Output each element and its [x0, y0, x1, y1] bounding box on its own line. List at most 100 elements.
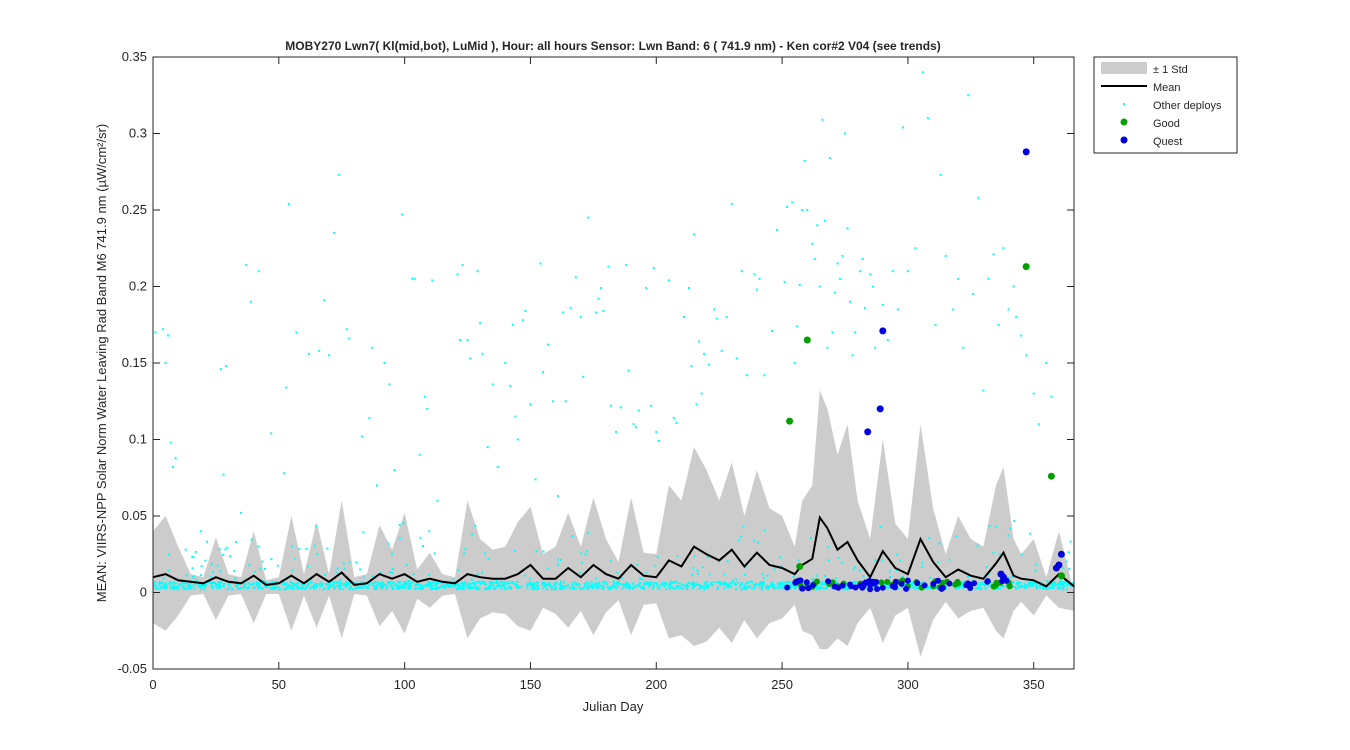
other-deploy-point — [658, 588, 661, 591]
other-deploy-point — [645, 571, 648, 574]
other-deploy-point — [735, 578, 738, 581]
other-deploy-point — [324, 587, 327, 590]
other-deploy-point — [729, 582, 732, 585]
other-deploy-point — [212, 571, 215, 573]
quest-point — [847, 581, 854, 588]
other-deploy-point — [340, 582, 342, 584]
other-deploy-point — [1039, 586, 1041, 589]
other-deploy-point — [452, 578, 455, 581]
other-deploy-point — [833, 291, 836, 294]
other-deploy-point — [271, 587, 274, 590]
other-deploy-point — [251, 584, 254, 586]
other-deploy-point — [692, 582, 695, 585]
other-deploy-point — [722, 583, 725, 586]
other-deploy-point — [305, 548, 308, 550]
other-deploy-point — [337, 586, 340, 589]
other-deploy-point — [967, 575, 969, 578]
other-deploy-point — [844, 132, 846, 135]
other-deploy-point — [536, 584, 538, 587]
other-deploy-point — [184, 548, 187, 551]
other-deploy-point — [594, 583, 597, 586]
other-deploy-point — [1015, 316, 1018, 319]
other-deploy-point — [192, 576, 194, 579]
other-deploy-point — [822, 583, 825, 586]
other-deploy-point — [1051, 582, 1053, 585]
other-deploy-point — [214, 582, 217, 585]
other-deploy-point — [546, 583, 549, 586]
other-deploy-point — [173, 587, 176, 590]
other-deploy-point — [985, 587, 988, 590]
other-deploy-point — [387, 542, 390, 545]
other-deploy-point — [1021, 584, 1024, 587]
other-deploy-point — [797, 559, 800, 562]
other-deploy-point — [957, 277, 960, 280]
other-deploy-point — [820, 582, 823, 584]
other-deploy-point — [643, 581, 646, 584]
other-deploy-point — [636, 563, 639, 566]
other-deploy-point — [488, 581, 491, 583]
other-deploy-point — [737, 539, 740, 542]
other-deploy-point — [724, 582, 727, 585]
other-deploy-point — [1053, 584, 1055, 587]
y-tick-label: 0.15 — [122, 355, 147, 370]
other-deploy-point — [726, 584, 729, 587]
other-deploy-point — [719, 581, 722, 584]
other-deploy-point — [463, 552, 466, 555]
other-deploy-point — [992, 253, 995, 256]
other-deploy-point — [271, 584, 274, 587]
quest-point — [971, 580, 978, 587]
other-deploy-point — [820, 583, 823, 586]
other-deploy-point — [897, 587, 900, 590]
other-deploy-point — [459, 586, 462, 589]
other-deploy-point — [295, 582, 298, 585]
other-deploy-point — [182, 586, 185, 589]
other-deploy-point — [467, 586, 470, 589]
other-deploy-point — [602, 580, 605, 583]
other-deploy-point — [874, 559, 877, 562]
other-deploy-point — [1029, 581, 1032, 584]
other-deploy-point — [692, 566, 695, 569]
other-deploy-point — [316, 584, 319, 587]
y-tick-label: 0 — [140, 585, 147, 600]
x-tick-label: 350 — [1023, 677, 1045, 692]
other-deploy-point — [487, 557, 490, 560]
other-deploy-point — [478, 581, 481, 584]
good-point — [1022, 263, 1030, 271]
other-deploy-point — [560, 587, 563, 590]
other-deploy-point — [264, 581, 267, 584]
other-deploy-point — [818, 285, 821, 288]
other-deploy-point — [751, 581, 754, 584]
other-deploy-point — [571, 585, 574, 588]
other-deploy-point — [1065, 588, 1068, 591]
legend-quest-label: Quest — [1153, 136, 1182, 148]
other-deploy-point — [685, 583, 688, 586]
other-deploy-point — [327, 587, 330, 590]
other-deploy-point — [1057, 582, 1060, 585]
other-deploy-point — [802, 580, 805, 583]
other-deploy-point — [392, 587, 395, 590]
other-deploy-point — [383, 583, 386, 586]
other-deploy-point — [272, 586, 275, 589]
other-deploy-point — [220, 580, 223, 583]
other-deploy-point — [761, 573, 764, 576]
other-deploy-point — [253, 586, 256, 589]
other-deploy-point — [488, 585, 490, 588]
other-deploy-point — [192, 556, 195, 559]
other-deploy-point — [335, 581, 338, 584]
other-deploy-point — [397, 587, 400, 590]
other-deploy-point — [692, 581, 695, 583]
other-deploy-point — [615, 430, 617, 433]
other-deploy-point — [928, 536, 931, 539]
other-deploy-point — [429, 581, 432, 583]
other-deploy-point — [661, 581, 664, 584]
other-deploy-point — [159, 586, 162, 589]
other-deploy-point — [524, 574, 527, 577]
other-deploy-point — [741, 588, 744, 591]
other-deploy-point — [620, 406, 622, 409]
other-deploy-point — [408, 583, 411, 586]
other-deploy-point — [413, 277, 416, 280]
other-deploy-point — [534, 478, 537, 481]
other-deploy-point — [252, 582, 255, 584]
other-deploy-point — [845, 584, 848, 587]
other-deploy-point — [1054, 581, 1056, 584]
